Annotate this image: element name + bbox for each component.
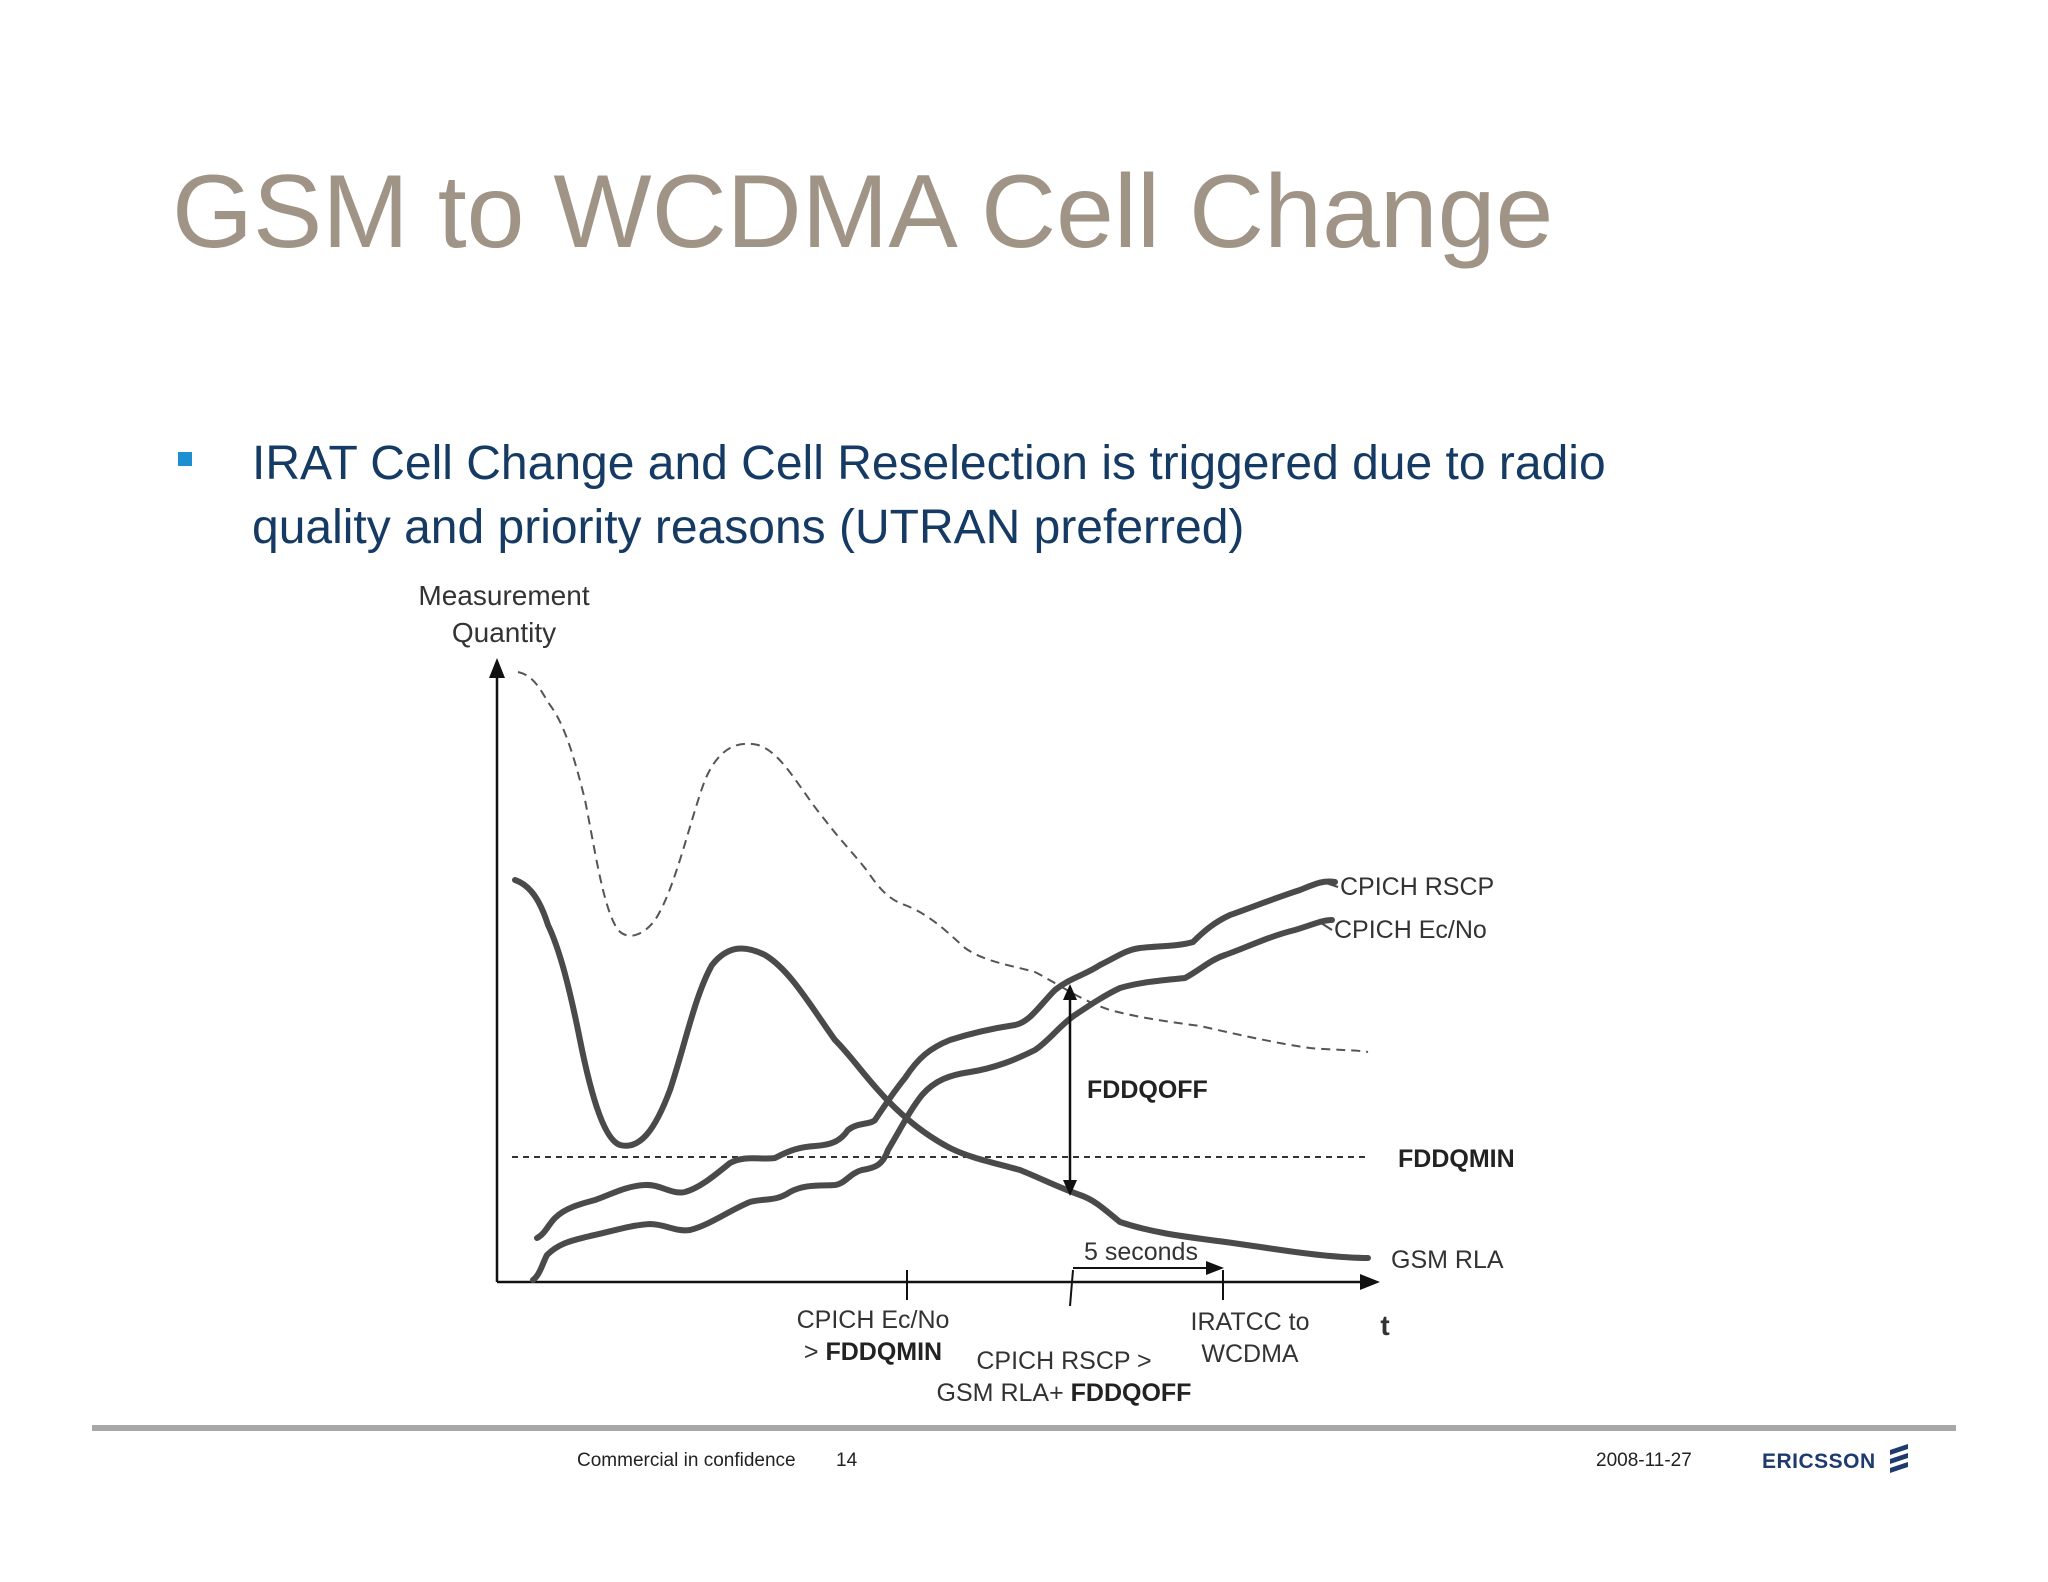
event3-label-line1: IRATCC to [1191,1308,1310,1336]
cpich-rscp-label: CPICH RSCP [1340,873,1494,901]
fddqoff-arrow-up-icon [1063,984,1077,1000]
footer-date: 2008-11-27 [1596,1450,1692,1471]
timer-arrow-head-icon [1206,1261,1224,1275]
gsm-rla-curve [512,877,1371,1261]
y-axis-label-line2: Quantity [452,617,556,648]
event2-bold: FDDQOFF [1071,1379,1192,1407]
fddqoff-arrow-down-icon [1063,1180,1077,1196]
event2-prefix: GSM RLA+ [937,1379,1071,1407]
fddqmin-label: FDDQMIN [1398,1145,1515,1173]
footer-page-number: 14 [836,1450,858,1471]
event2-tick [1069,1269,1074,1307]
event2-label-line1: CPICH RSCP > [976,1347,1151,1375]
x-axis-arrow-icon [1360,1274,1380,1290]
bullet-marker-icon [178,452,192,466]
event1-prefix: > [804,1338,826,1366]
y-axis-label-line1: Measurement [418,580,589,611]
fddqoff-label: FDDQOFF [1087,1076,1208,1104]
ericsson-logo-icon [1890,1444,1909,1473]
footer-divider [92,1425,1956,1431]
bullet-text: IRAT Cell Change and Cell Reselection is… [252,437,1606,554]
x-axis-label: t [1380,1310,1389,1341]
cpich-ecno-curve [530,917,1335,1283]
gsm-rla-label: GSM RLA [1391,1246,1504,1274]
cpich-ecno-leader [1317,920,1333,931]
timer-label: 5 seconds [1084,1238,1198,1266]
footer-confidentiality: Commercial in confidence [577,1450,796,1471]
event2-label-line2: GSM RLA+ FDDQOFF [937,1379,1192,1407]
slide-title: GSM to WCDMA Cell Change [172,154,1554,270]
ericsson-logo: ERICSSON [1762,1444,1912,1474]
cpich-ecno-label: CPICH Ec/No [1334,916,1487,944]
event3-label-line2: WCDMA [1201,1340,1299,1368]
event1-label-line1: CPICH Ec/No [797,1306,950,1334]
cpich-rscp-curve [534,878,1338,1241]
event1-bold: FDDQMIN [825,1338,942,1366]
logo-wordmark: ERICSSON [1762,1450,1876,1473]
dashed-quality-curve [517,671,1369,1053]
cpich-rscp-leader [1322,881,1339,888]
event1-label-line2: > FDDQMIN [804,1338,942,1366]
y-axis-arrow-icon [489,658,505,678]
